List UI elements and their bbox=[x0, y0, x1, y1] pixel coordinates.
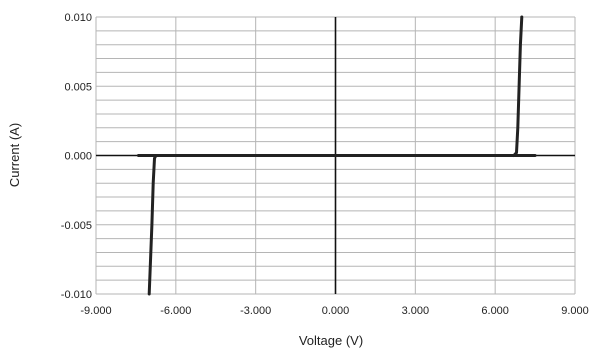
tick-labels: -9.000 -6.000 -3.000 0.000 3.000 6.000 9.000 0.… bbox=[61, 12, 589, 317]
x-axis-title: Voltage (V) bbox=[299, 333, 363, 348]
y-tick-label: 0.010 bbox=[64, 12, 92, 24]
y-tick-label: -0.010 bbox=[61, 289, 92, 301]
x-tick-label: -3.000 bbox=[240, 305, 271, 317]
x-tick-label: -9.000 bbox=[80, 305, 111, 317]
y-axis-title: Current (A) bbox=[7, 123, 22, 187]
y-tick-label: 0.000 bbox=[64, 151, 92, 163]
x-tick-label: -6.000 bbox=[160, 305, 191, 317]
x-tick-label: 6.000 bbox=[481, 305, 509, 317]
series-line-forward-branch bbox=[512, 15, 524, 157]
y-tick-label: -0.005 bbox=[61, 220, 92, 232]
x-tick-label: 3.000 bbox=[402, 305, 430, 317]
series-layer bbox=[137, 15, 537, 296]
x-tick-label: 0.000 bbox=[322, 305, 350, 317]
y-tick-label: 0.005 bbox=[64, 81, 92, 93]
x-tick-label: 9.000 bbox=[561, 305, 589, 317]
